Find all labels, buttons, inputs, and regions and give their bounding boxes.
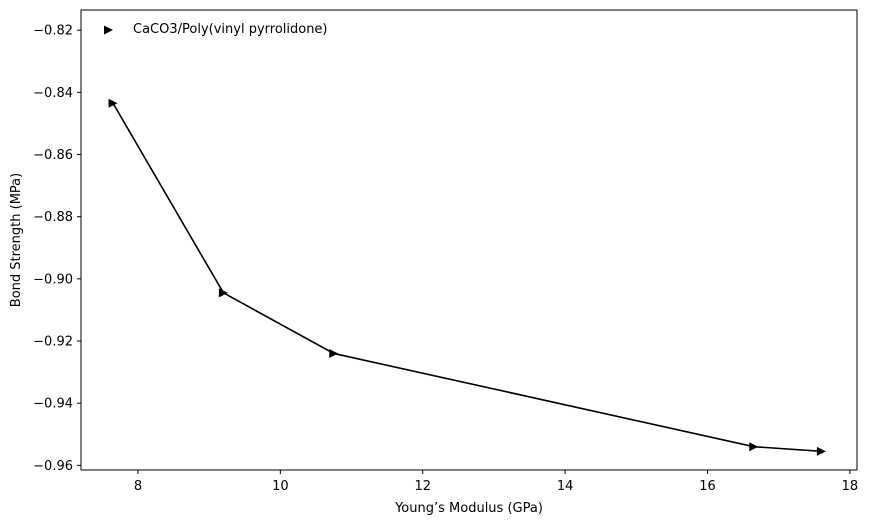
data-point-marker	[749, 442, 759, 452]
x-axis-ticks: 8 10 12 14 16 18	[134, 470, 858, 494]
y-tick-label: −0.94	[33, 397, 73, 412]
x-tick-label: 16	[699, 479, 716, 494]
legend-label: CaCO3/Poly(vinyl pyrrolidone)	[133, 22, 328, 37]
series-layer	[108, 98, 826, 456]
data-point-marker	[218, 288, 228, 298]
y-axis-ticks: −0.82 −0.84 −0.86 −0.88 −0.90 −0.92 −0.94 −0.96	[33, 24, 81, 474]
x-tick-label: 10	[272, 479, 289, 494]
x-axis-label: Young’s Modulus (GPa)	[394, 501, 543, 516]
x-tick-label: 12	[414, 479, 431, 494]
legend-marker-triangle-right-icon	[104, 25, 113, 35]
legend: CaCO3/Poly(vinyl pyrrolidone)	[104, 22, 328, 37]
y-tick-label: −0.90	[33, 272, 73, 287]
y-tick-label: −0.84	[33, 86, 73, 101]
x-tick-label: 14	[557, 479, 574, 494]
data-point-marker	[108, 98, 118, 108]
y-axis-label: Bond Strength (MPa)	[9, 173, 24, 307]
y-tick-label: −0.82	[33, 24, 73, 39]
y-tick-label: −0.92	[33, 335, 73, 350]
data-point-marker	[329, 348, 339, 358]
x-tick-label: 18	[842, 479, 859, 494]
y-tick-label: −0.88	[33, 210, 73, 225]
y-tick-label: −0.96	[33, 459, 73, 474]
y-tick-label: −0.86	[33, 148, 73, 163]
data-point-marker	[816, 446, 826, 456]
x-tick-label: 8	[134, 479, 142, 494]
plot-area	[80, 9, 858, 471]
